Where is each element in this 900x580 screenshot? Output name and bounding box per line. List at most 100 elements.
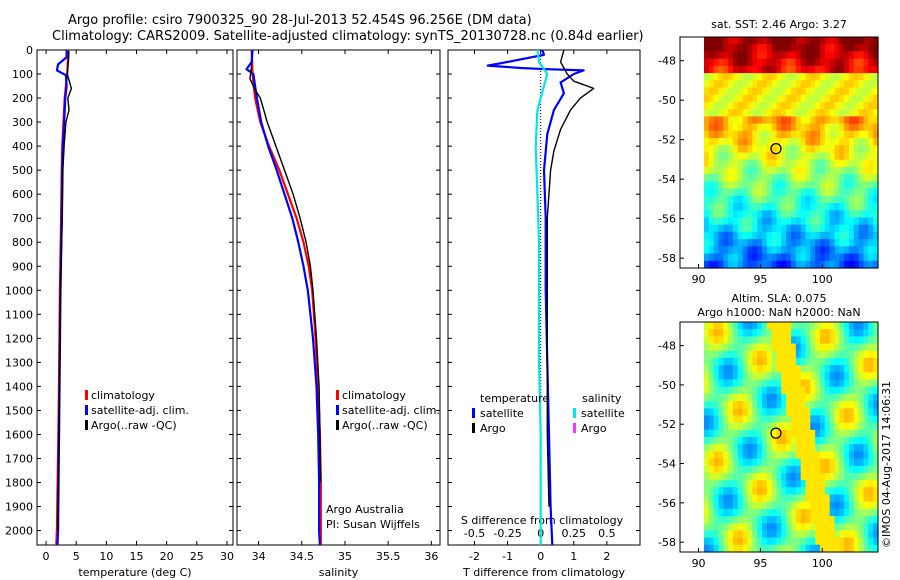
- sst-map-cell: [795, 94, 802, 103]
- sla-map-cell: [824, 508, 831, 517]
- sst-map-cell: [752, 109, 758, 117]
- sla-map-cell: [776, 329, 782, 337]
- sst-map-cell: [713, 73, 720, 81]
- sla-map-cell: [839, 350, 845, 359]
- difference-xlabel: T difference from climatology: [462, 566, 625, 579]
- figure-title: Argo profile: csiro 7900325_90 28-Jul-20…: [68, 13, 532, 28]
- sla-map-cell: [752, 393, 758, 402]
- sst-map-cell: [713, 174, 720, 182]
- sst-map-cell: [791, 94, 797, 103]
- sla-map-cell: [824, 322, 831, 330]
- sla-map-cell: [708, 393, 715, 402]
- sla-map-cell: [810, 501, 816, 510]
- sla-map-cell: [713, 451, 720, 460]
- sst-map-cell: [786, 195, 792, 204]
- sla-map-cell: [737, 350, 744, 359]
- sst-map-cell: [853, 246, 860, 255]
- sst-map-cell: [844, 58, 850, 67]
- sst-map-cell: [757, 217, 763, 226]
- sla-map-cell: [723, 444, 729, 452]
- sst-map-cell: [873, 195, 879, 204]
- sla-map-cell: [771, 386, 778, 395]
- sst-map-cell: [704, 246, 710, 255]
- sla-map-cell: [733, 523, 739, 532]
- sst-map-cell: [815, 102, 821, 110]
- sst-map-cell: [771, 152, 778, 161]
- sst-map-cell: [800, 181, 807, 190]
- sla-map-cell: [771, 480, 778, 488]
- sla-map-cell: [776, 494, 782, 503]
- sla-map-cell: [868, 523, 874, 532]
- sla-map-cell: [708, 422, 715, 431]
- sst-map-cell: [747, 224, 753, 233]
- sst-map-cell: [733, 181, 739, 190]
- sst-map-cell: [786, 239, 792, 247]
- sst-map-cell: [791, 80, 797, 89]
- sla-map-cell: [718, 386, 724, 395]
- difference-series-temperature-argo: [546, 49, 595, 507]
- sst-map-cell: [723, 44, 729, 52]
- sla-map-cell: [757, 494, 763, 503]
- sla-map-cell: [771, 472, 778, 481]
- sst-map-cell: [752, 231, 758, 240]
- sla-map-cell: [834, 544, 840, 553]
- sla-map-cell: [853, 451, 860, 460]
- sla-map-cell: [858, 458, 865, 467]
- sst-map-cell: [713, 44, 720, 52]
- sst-map-cell: [733, 152, 739, 161]
- sst-map-cell: [810, 145, 816, 154]
- sla-map-cell: [786, 480, 792, 488]
- sla-map-cell: [824, 408, 831, 417]
- sla-map-cell: [791, 372, 797, 381]
- sst-map-cell: [762, 109, 768, 117]
- sst-map-cell: [747, 166, 753, 175]
- sst-map-cell: [747, 188, 753, 197]
- sst-map-cell: [849, 217, 855, 226]
- sst-map-cell: [849, 58, 855, 67]
- sst-map-cell: [737, 102, 744, 110]
- sla-map-cell: [824, 487, 831, 496]
- sst-map-cell: [781, 152, 787, 161]
- sst-map-cell: [771, 65, 778, 74]
- sst-map-cell: [844, 260, 850, 269]
- sst-map-cell: [762, 195, 768, 204]
- sst-map-cell: [766, 65, 773, 74]
- difference-plot-frame: [447, 49, 641, 546]
- sla-map-cell: [834, 487, 840, 496]
- sst-map-cell: [853, 217, 860, 226]
- sst-map-cell: [786, 260, 792, 269]
- sla-map-cell: [858, 472, 865, 481]
- sst-map-cell: [849, 231, 855, 240]
- salinity-xtick-label: 35.5: [376, 550, 401, 563]
- sla-map-cell: [728, 530, 734, 539]
- sla-map-cell: [704, 523, 710, 532]
- sla-map-cell: [742, 530, 749, 539]
- sla-map-cell: [704, 480, 710, 488]
- temperature-legend-swatch: [85, 420, 88, 430]
- sla-map-cell: [713, 494, 720, 503]
- depth-tick-label: 1200: [5, 332, 33, 345]
- sst-map-cell: [820, 246, 826, 255]
- sla-map-cell: [781, 322, 787, 330]
- sla-map-cell: [795, 350, 802, 359]
- sst-map-cell: [737, 174, 744, 182]
- sla-map-cell: [733, 480, 739, 488]
- sla-map-cell: [873, 494, 879, 503]
- sla-map-cell: [786, 472, 792, 481]
- sla-map-cell: [776, 537, 782, 546]
- sla-map-cell: [791, 480, 797, 488]
- sla-map-cell: [713, 544, 720, 553]
- sla-map-cell: [704, 365, 710, 373]
- sst-map-cell: [805, 94, 811, 103]
- sla-map-cell: [786, 437, 792, 445]
- sla-map-cell: [708, 386, 715, 395]
- sst-map-cell: [815, 51, 821, 60]
- sla-map-cell: [800, 472, 807, 481]
- sst-map-cell: [829, 224, 836, 233]
- sst-map-cell: [742, 116, 749, 125]
- sst-map-cell: [824, 65, 831, 74]
- sla-map-cell: [757, 472, 763, 481]
- sla-map-cell: [737, 329, 744, 337]
- sla-map-cell: [795, 472, 802, 481]
- sla-map-cell: [853, 465, 860, 474]
